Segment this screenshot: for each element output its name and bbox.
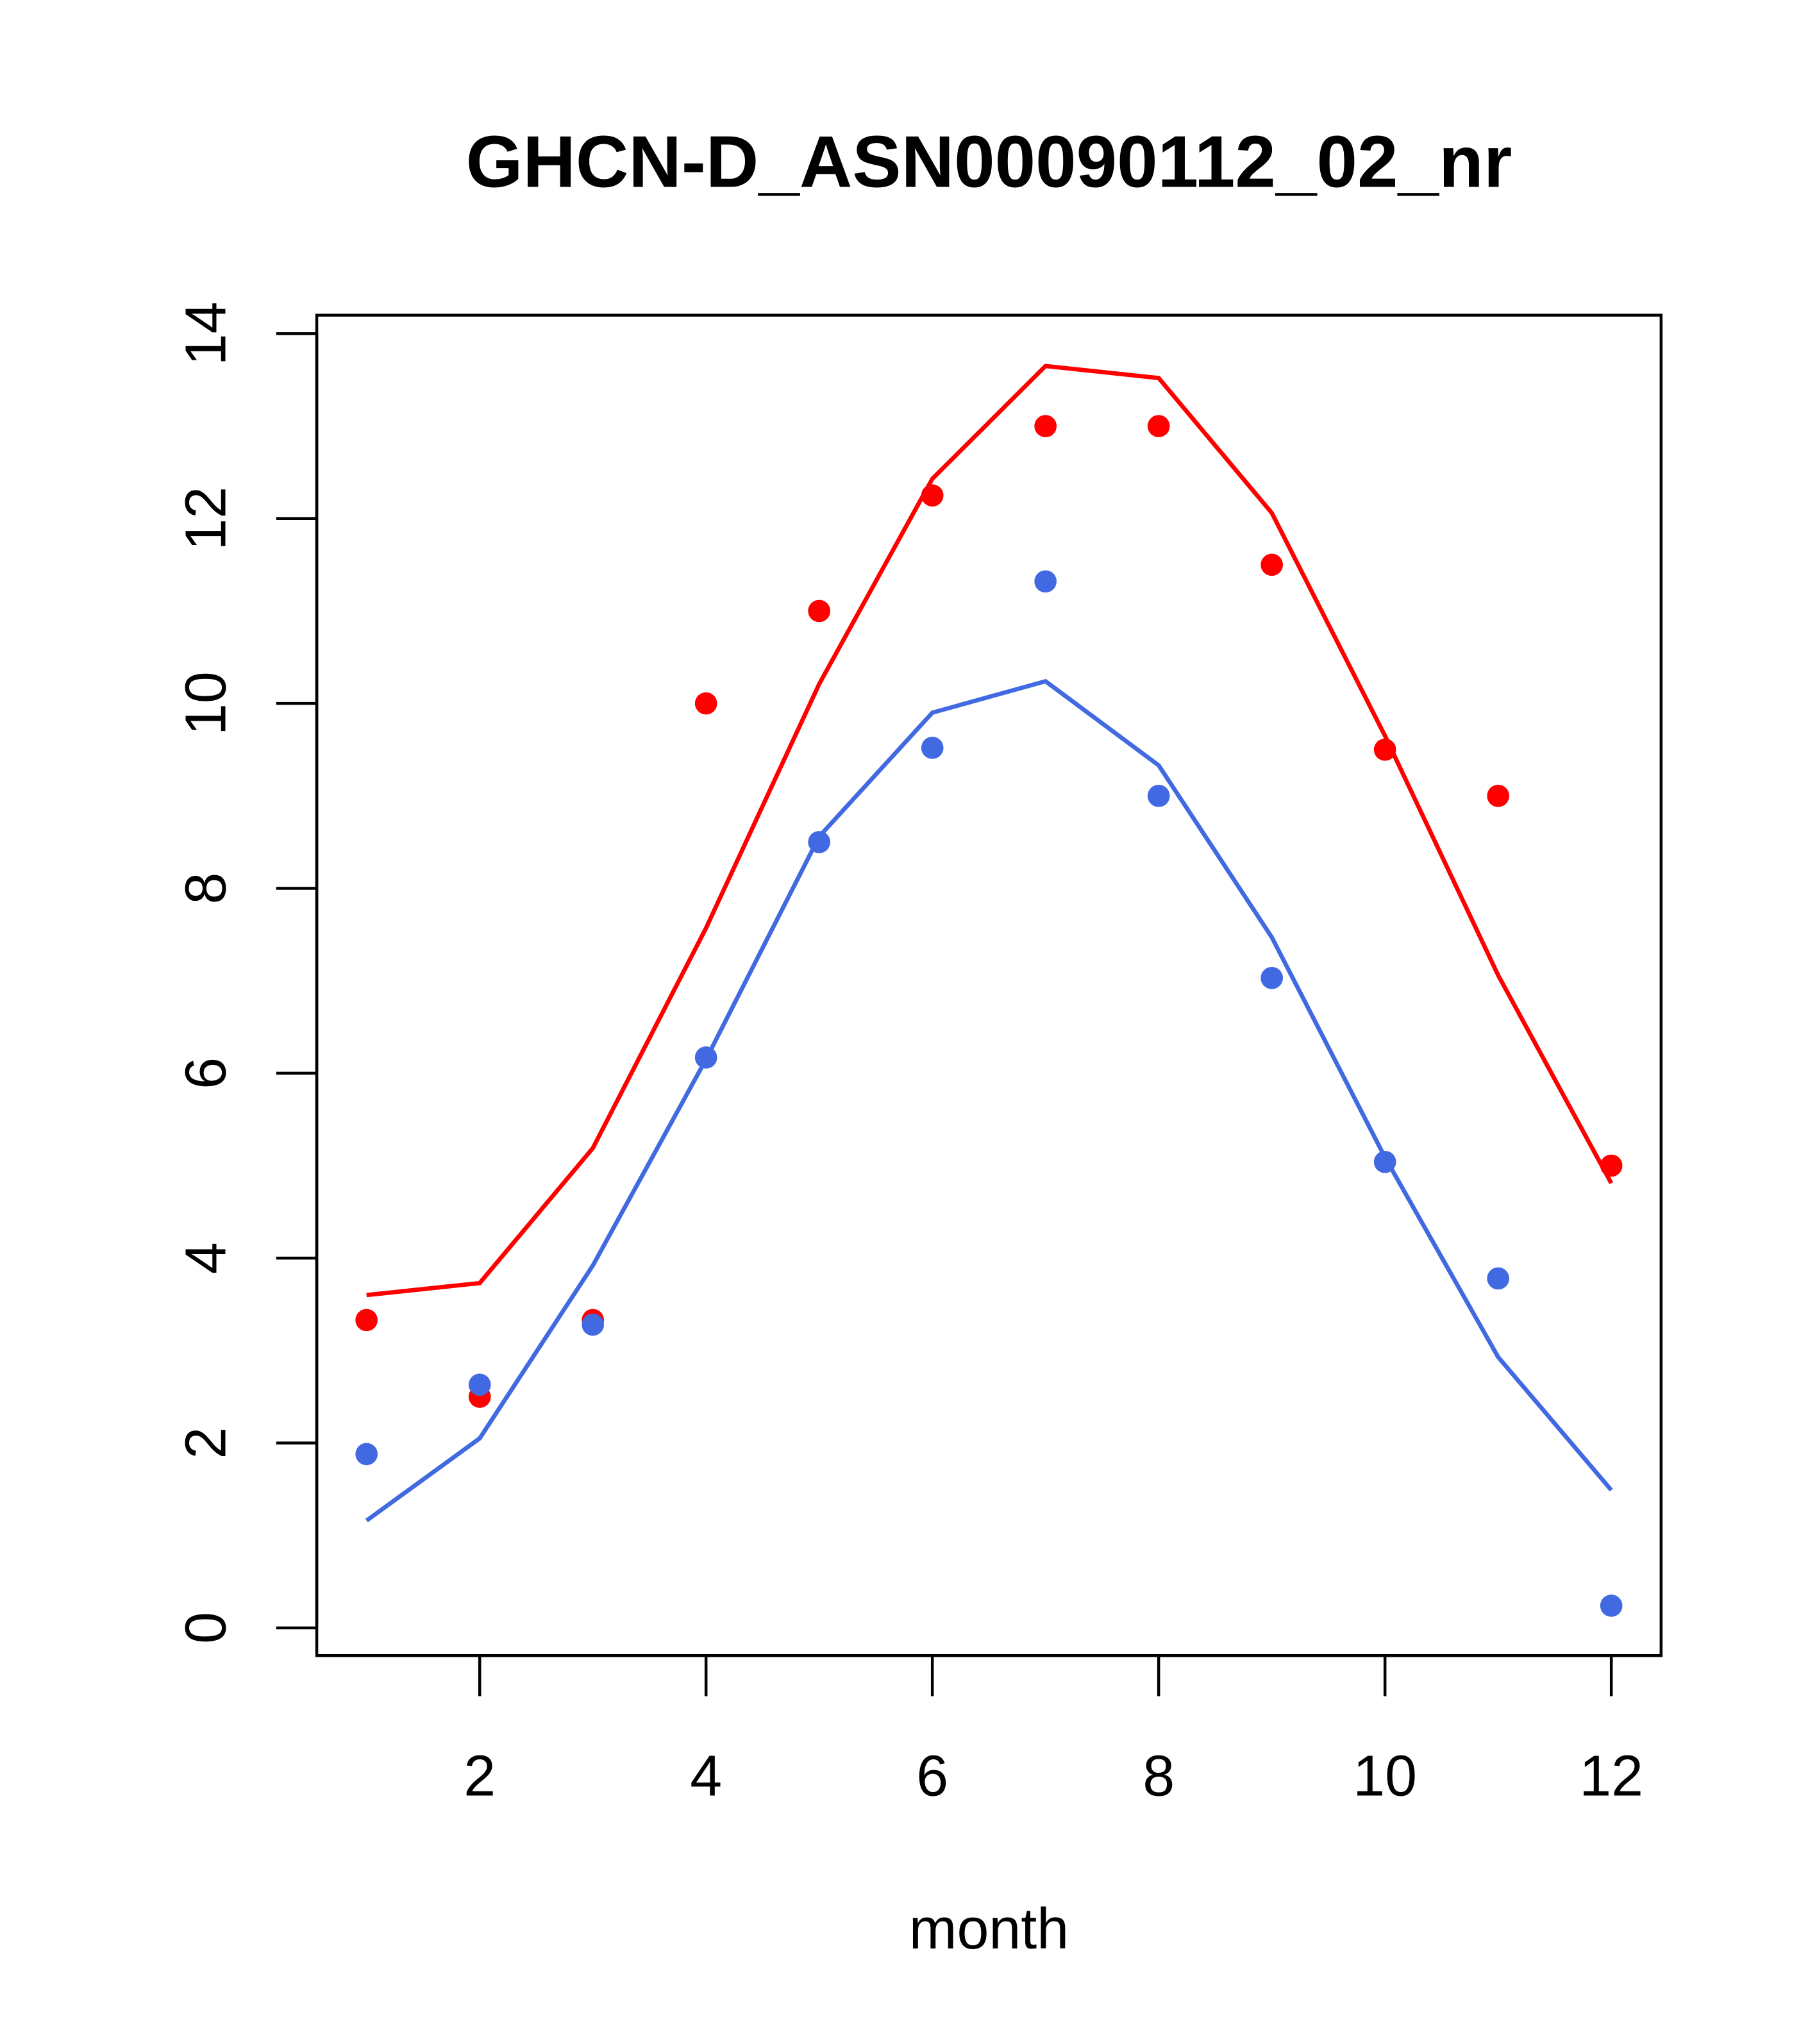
blue-points-point <box>468 1373 491 1396</box>
plot-frame <box>315 314 1663 1657</box>
blue-points-point <box>1147 784 1170 807</box>
y-tick-label: 14 <box>174 301 238 365</box>
y-tick-label: 12 <box>174 487 238 551</box>
red-points-point <box>1147 415 1170 437</box>
x-tick-label: 2 <box>464 1744 496 1808</box>
y-tick-label: 0 <box>174 1612 238 1644</box>
y-tick-label: 10 <box>174 671 238 735</box>
red-points-point <box>1260 553 1284 576</box>
blue-points-point <box>1260 967 1284 989</box>
red-points-point <box>921 484 944 507</box>
x-axis-label: month <box>909 1897 1069 1961</box>
blue-points-point <box>355 1443 378 1466</box>
red-points-point <box>355 1309 378 1332</box>
blue-points-point <box>808 831 831 853</box>
y-tick-label: 4 <box>174 1242 238 1274</box>
chart-title: GHCN-D_ASN00090112_02_nr <box>466 122 1512 203</box>
blue-points-point <box>1034 570 1057 593</box>
red-points-point <box>1373 738 1396 761</box>
blue-points-point <box>582 1313 605 1336</box>
series-layer <box>355 364 1623 1617</box>
y-tick-label: 2 <box>174 1427 238 1459</box>
red-points-point <box>1487 784 1510 807</box>
blue-points-point <box>1373 1150 1396 1173</box>
red-points-point <box>1034 415 1057 437</box>
x-tick-label: 12 <box>1579 1744 1643 1808</box>
blue-points-point <box>1600 1595 1623 1617</box>
blue-line <box>365 678 1613 1523</box>
x-tick-label: 10 <box>1353 1744 1417 1808</box>
blue-points-point <box>1487 1267 1510 1290</box>
y-tick-label: 6 <box>174 1057 238 1089</box>
x-tick-label: 8 <box>1143 1744 1175 1808</box>
red-line <box>366 364 1614 1298</box>
red-points-point <box>808 599 831 623</box>
red-points-point <box>694 692 717 715</box>
blue-points-point <box>694 1046 717 1069</box>
x-tick-label: 4 <box>690 1744 722 1808</box>
y-tick-label: 8 <box>174 873 238 905</box>
blue-points-point <box>921 737 944 759</box>
x-axis: 2 4 6 8 10 12 <box>464 1654 1643 1808</box>
x-tick-label: 6 <box>916 1744 948 1808</box>
y-axis: 0 2 4 6 8 10 12 14 <box>174 301 319 1644</box>
red-points-point <box>1600 1154 1623 1177</box>
